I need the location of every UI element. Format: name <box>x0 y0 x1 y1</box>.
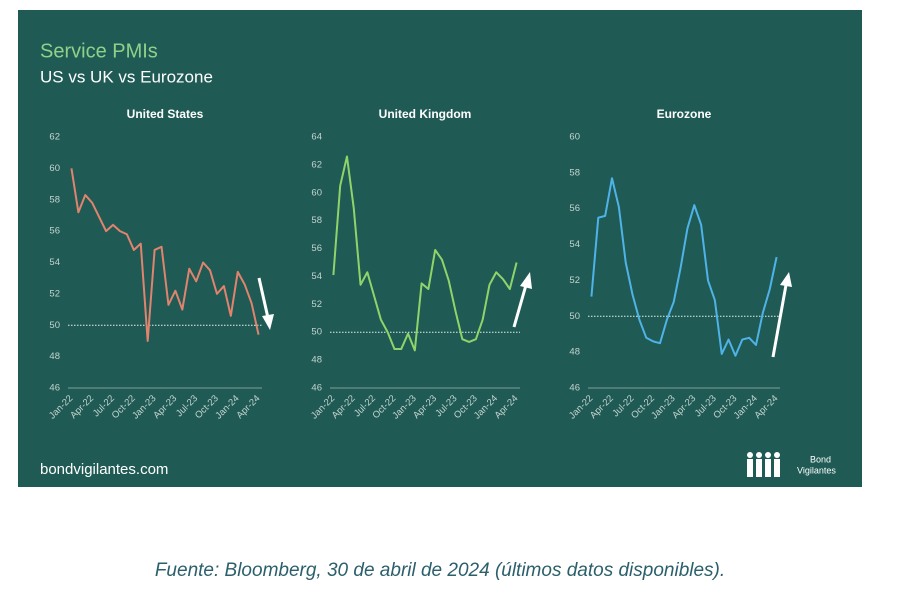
y-tick-label: 46 <box>311 383 322 394</box>
y-tick-label: 60 <box>569 132 580 143</box>
source: bondvigilantes.com <box>40 461 168 478</box>
y-tick-label: 54 <box>569 239 580 250</box>
logo-text: Bond <box>810 454 831 464</box>
logo-icon <box>747 452 780 477</box>
y-tick-label: 54 <box>311 271 322 282</box>
y-tick-label: 58 <box>569 167 580 178</box>
y-tick-label: 54 <box>49 257 60 268</box>
y-tick-label: 46 <box>569 383 580 394</box>
y-tick-label: 50 <box>49 320 60 331</box>
y-tick-label: 58 <box>49 194 60 205</box>
y-tick-label: 46 <box>49 383 60 394</box>
y-tick-label: 56 <box>569 203 580 214</box>
y-tick-label: 64 <box>311 132 322 143</box>
chart-title: United States <box>127 107 204 121</box>
series-line <box>70 168 260 342</box>
y-tick-label: 52 <box>49 288 60 299</box>
y-tick-label: 50 <box>569 311 580 322</box>
y-tick-label: 62 <box>311 159 322 170</box>
series-line <box>590 177 778 357</box>
y-tick-label: 62 <box>49 132 60 143</box>
y-tick-label: 60 <box>311 187 322 198</box>
y-tick-label: 58 <box>311 215 322 226</box>
y-tick-label: 48 <box>311 355 322 366</box>
y-tick-label: 50 <box>311 327 322 338</box>
y-tick-label: 48 <box>569 347 580 358</box>
caption: Fuente: Bloomberg, 30 de abril de 2024 (… <box>155 560 725 581</box>
y-tick-label: 52 <box>569 275 580 286</box>
arrows <box>257 272 792 358</box>
subtitle: US vs UK vs Eurozone <box>40 67 213 86</box>
logo-text: Vigilantes <box>797 465 836 475</box>
y-tick-label: 48 <box>49 351 60 362</box>
chart-title: United Kingdom <box>379 107 472 121</box>
series-line <box>332 155 518 352</box>
y-tick-label: 60 <box>49 163 60 174</box>
y-tick-label: 56 <box>49 226 60 237</box>
chart-title: Eurozone <box>657 107 712 121</box>
y-tick-label: 56 <box>311 243 322 254</box>
title: Service PMIs <box>40 40 158 62</box>
y-tick-label: 52 <box>311 299 322 310</box>
